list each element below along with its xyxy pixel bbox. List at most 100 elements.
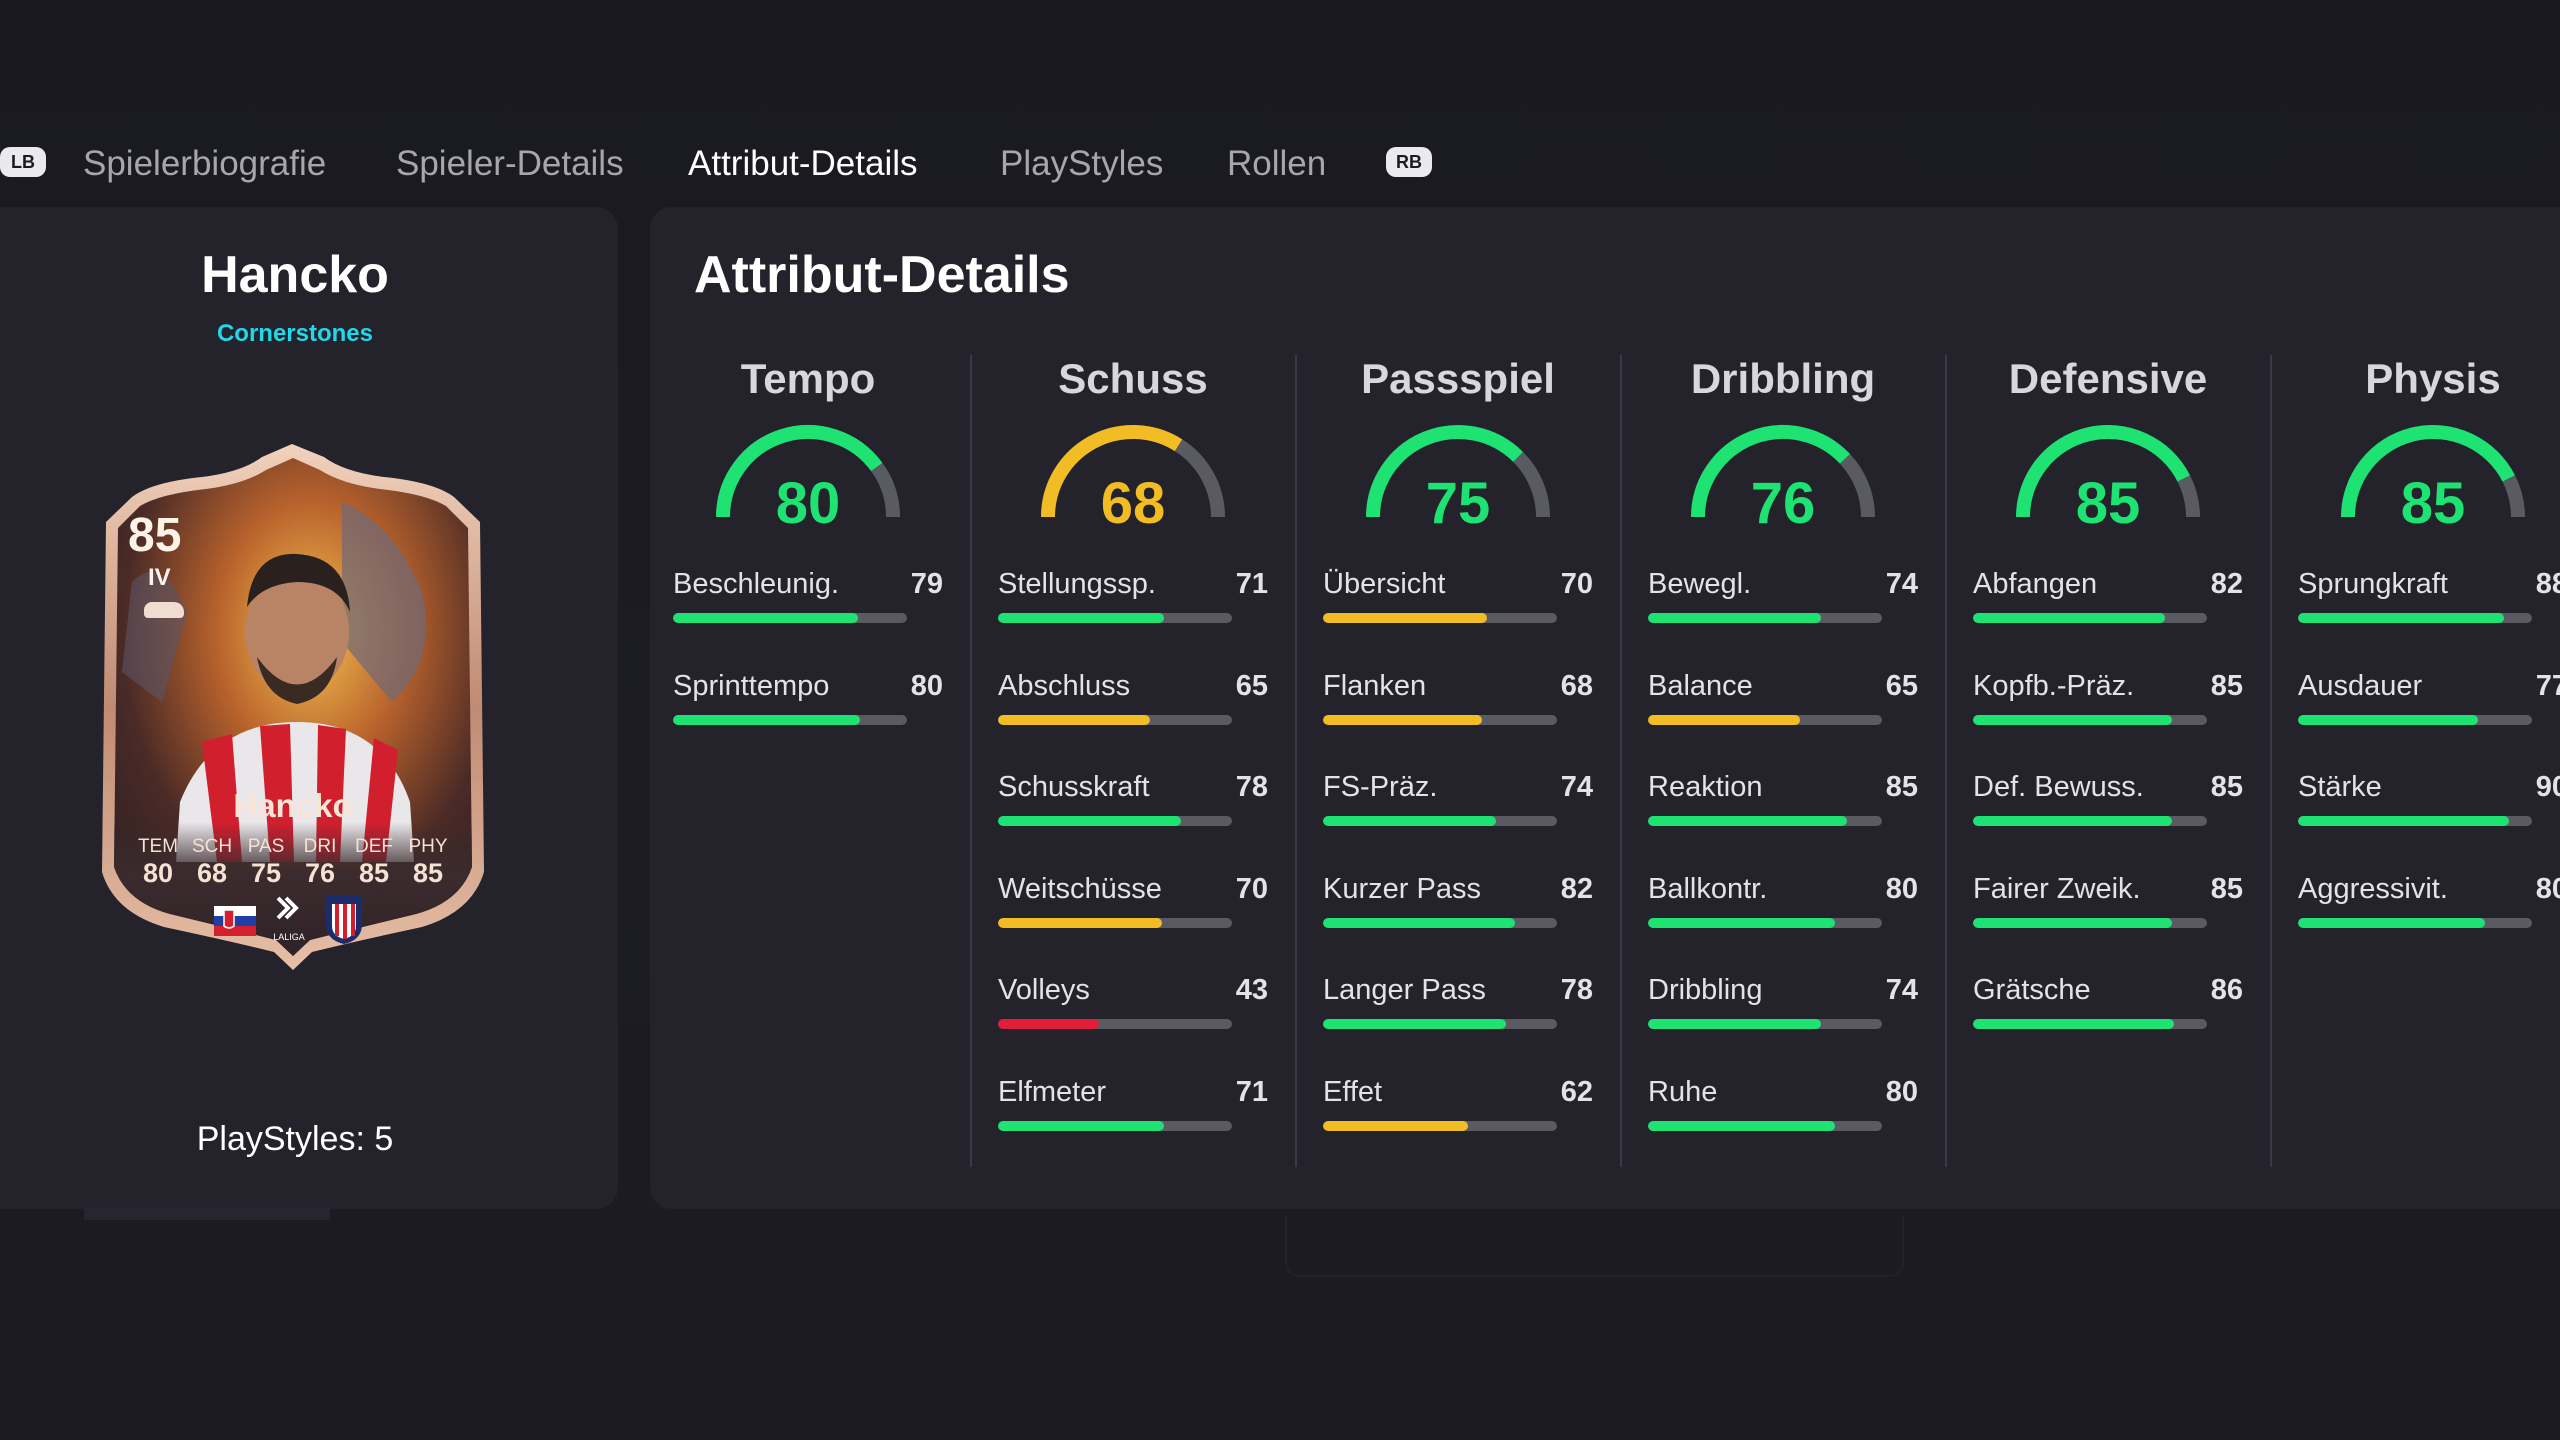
attribute-label: Sprinttempo xyxy=(673,669,830,702)
attribute-row: Flanken 68 xyxy=(1323,670,1593,750)
attribute-bar-track xyxy=(1973,1019,2207,1029)
player-card[interactable]: 85 IV Hancko TEM 80 SCH 68 PAS 75 DRI 76 DEF… xyxy=(92,442,494,972)
attribute-bar-fill xyxy=(1973,613,2165,623)
attribute-row: Kopfb.-Präz. 85 xyxy=(1973,670,2243,750)
attribute-label: Kurzer Pass xyxy=(1323,872,1481,905)
lb-bumper-hint[interactable]: LB xyxy=(0,147,46,177)
attribute-label: Volleys xyxy=(998,974,1090,1006)
category-title: Defensive xyxy=(2008,355,2208,402)
attribute-row: Schusskraft 78 xyxy=(998,771,1268,851)
category-gauge xyxy=(1691,425,1875,518)
attribute-value: 82 xyxy=(2210,568,2243,600)
attribute-bar-track xyxy=(1648,1120,1882,1131)
card-position: IV xyxy=(148,564,171,591)
slovakia-flag-icon xyxy=(214,906,256,936)
attribute-value: 85 xyxy=(2210,771,2243,803)
category-gauge xyxy=(2016,425,2200,518)
attribute-bar-track xyxy=(2298,714,2532,725)
attribute-label: Aggressivit. xyxy=(2298,872,2448,905)
attribute-row: FS-Präz. 74 xyxy=(1323,771,1593,851)
gauge-track xyxy=(2177,475,2200,518)
gauge-track xyxy=(1512,451,1550,518)
gauge-track xyxy=(1174,439,1225,518)
category-rating: 76 xyxy=(1750,471,1816,536)
attribute-bar-fill xyxy=(1323,1019,1506,1029)
atletico-club-crest-icon xyxy=(326,896,362,944)
gauge-fill xyxy=(1041,425,1183,518)
attribute-row: Weitschüsse 70 xyxy=(998,873,1268,953)
attribute-bar-track xyxy=(2298,613,2532,623)
attributes-panel xyxy=(650,207,2560,1209)
attribute-bar-track xyxy=(1973,714,2207,725)
attribute-bar-fill xyxy=(2298,613,2504,623)
attribute-label: Langer Pass xyxy=(1323,974,1486,1006)
tab-attribut-details[interactable]: Attribut-Details xyxy=(688,144,918,183)
attribute-bar-fill xyxy=(1648,1019,1822,1029)
gauge-track xyxy=(870,462,900,518)
attribute-bar-track xyxy=(673,613,907,623)
attribute-row: Elfmeter 71 xyxy=(998,1076,1268,1156)
attribute-label: Flanken xyxy=(1323,669,1427,702)
attribute-row: Grätsche 86 xyxy=(1973,974,2243,1054)
attribute-bar-track xyxy=(1648,1019,1882,1029)
attribute-value: 85 xyxy=(2210,872,2243,905)
attribute-row: Abschluss 65 xyxy=(998,670,1268,750)
attribute-bar-track xyxy=(1323,1019,1557,1029)
attribute-bar-track xyxy=(2298,917,2532,928)
attribute-row: Stellungssp. 71 xyxy=(998,568,1268,648)
column-divider xyxy=(1945,355,1947,1167)
card-name: Hancko xyxy=(233,787,353,824)
attribute-bar-track xyxy=(673,714,907,725)
tab-playstyles[interactable]: PlayStyles xyxy=(1000,144,1164,183)
attribute-label: Grätsche xyxy=(1973,974,2091,1006)
attribute-label: Kopfb.-Präz. xyxy=(1973,669,2135,702)
attribute-value: 85 xyxy=(1885,771,1918,803)
attribute-row: Übersicht 70 xyxy=(1323,568,1593,648)
attribute-label: Elfmeter xyxy=(998,1075,1106,1108)
attribute-bar-track xyxy=(1973,917,2207,928)
attribute-bar-track xyxy=(998,1019,1232,1029)
attribute-bar-fill xyxy=(998,917,1162,928)
tab-spieler-details[interactable]: Spieler-Details xyxy=(396,144,624,183)
attribute-value: 79 xyxy=(910,568,943,600)
attribute-row: Balance 65 xyxy=(1648,670,1918,750)
tab-rollen[interactable]: Rollen xyxy=(1227,144,1327,183)
card-stat: DEF 85 xyxy=(355,836,393,888)
attribute-row: Ausdauer 77 xyxy=(2298,670,2560,750)
attribute-bar-track xyxy=(1648,613,1882,623)
attribute-label: Weitschüsse xyxy=(998,872,1162,905)
attribute-value: 71 xyxy=(1235,568,1268,600)
attribute-row: Abfangen 82 xyxy=(1973,568,2243,648)
attribute-bar-fill xyxy=(2298,917,2486,928)
attribute-row: Aggressivit. 80 xyxy=(2298,873,2560,953)
attribute-label: Abschluss xyxy=(998,669,1131,702)
category-gauge xyxy=(1041,425,1225,518)
card-stat: PHY 85 xyxy=(408,836,448,888)
attribute-value: 78 xyxy=(1560,974,1593,1006)
panel-ghost-outline xyxy=(1285,1215,1904,1277)
card-badges: LALIGA xyxy=(214,896,362,944)
attribute-bar-fill xyxy=(998,714,1151,725)
attribute-row: Kurzer Pass 82 xyxy=(1323,873,1593,953)
column-divider xyxy=(1295,355,1297,1167)
category-gauge xyxy=(2341,425,2525,518)
tab-spielerbiografie[interactable]: Spielerbiografie xyxy=(83,144,327,183)
rb-bumper-hint[interactable]: RB xyxy=(1386,147,1432,177)
category-gauge xyxy=(1366,425,1550,518)
attribute-bar-track xyxy=(1323,613,1557,623)
attribute-row: Ruhe 80 xyxy=(1648,1076,1918,1156)
category-title: Passspiel xyxy=(1361,355,1555,402)
attribute-row: Bewegl. 74 xyxy=(1648,568,1918,648)
column-divider xyxy=(970,355,972,1167)
attribute-bar-fill xyxy=(1323,816,1497,826)
attribute-bar-track xyxy=(998,917,1232,928)
gauge-fill xyxy=(1691,425,1851,518)
attribute-bar-fill xyxy=(1323,917,1515,928)
attribute-label: Schusskraft xyxy=(998,771,1150,803)
attribute-bar-fill xyxy=(998,1120,1165,1131)
attribute-value: 74 xyxy=(1560,771,1593,803)
panel-title: Attribut-Details xyxy=(694,246,1070,304)
gauge-fill xyxy=(1366,425,1524,518)
attribute-value: 90 xyxy=(2535,771,2560,803)
attribute-value: 80 xyxy=(1885,1075,1918,1108)
